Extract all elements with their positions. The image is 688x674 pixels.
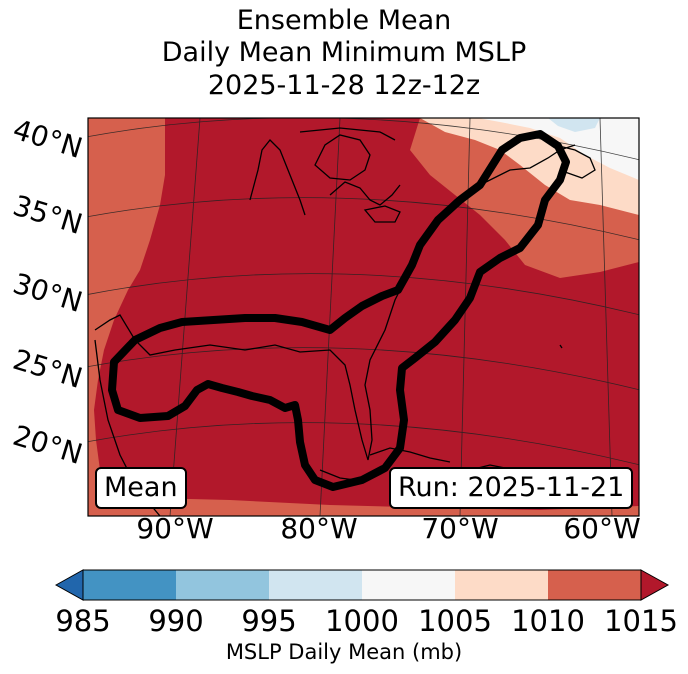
lon-label-90w: 90°W [136,512,214,545]
pressure-field-990-995 [548,118,600,132]
graticule [88,118,639,516]
colorbar-extend-high [640,569,670,601]
colorbar-segment-985-990 [83,570,176,600]
colorbar-tick-1000: 1000 [325,604,399,638]
title-line-2: Daily Mean Minimum MSLP [161,37,527,68]
colorbar [54,569,670,601]
colorbar-tick-1005: 1005 [418,604,492,638]
title-line-1: Ensemble Mean [236,5,452,36]
pressure-contour-outline [108,130,570,491]
lon-label-60w: 60°W [563,512,641,545]
colorbar-segment-1005-1010 [455,570,548,600]
pressure-field-1005-1010-south [88,498,639,516]
colorbar-extend-low [54,569,84,601]
colorbar-segment-990-995 [176,570,269,600]
colorbar-tick-1015: 1015 [604,604,678,638]
colorbar-tick-995: 995 [241,604,297,638]
colorbar-segment-1010-1015 [548,570,641,600]
map-frame [87,117,640,517]
mean-label-box: Mean [95,467,187,509]
colorbar-segment-1000-1005 [362,570,455,600]
map-panel [88,118,639,516]
colorbar-tick-985: 985 [55,604,111,638]
run-label-box: Run: 2025-11-21 [389,467,634,509]
pressure-field-1005-1010-west [88,118,165,516]
colorbar-tick-990: 990 [148,604,204,638]
lon-label-70w: 70°W [421,512,499,545]
pressure-field-995-1000 [478,118,639,180]
colorbar-label: MSLP Daily Mean (mb) [225,640,463,664]
lon-label-80w: 80°W [280,512,358,545]
title-line-3: 2025-11-28 12z-12z [207,70,481,101]
colorbar-segment-995-1000 [269,570,362,600]
colorbar-tick-1010: 1010 [511,604,585,638]
